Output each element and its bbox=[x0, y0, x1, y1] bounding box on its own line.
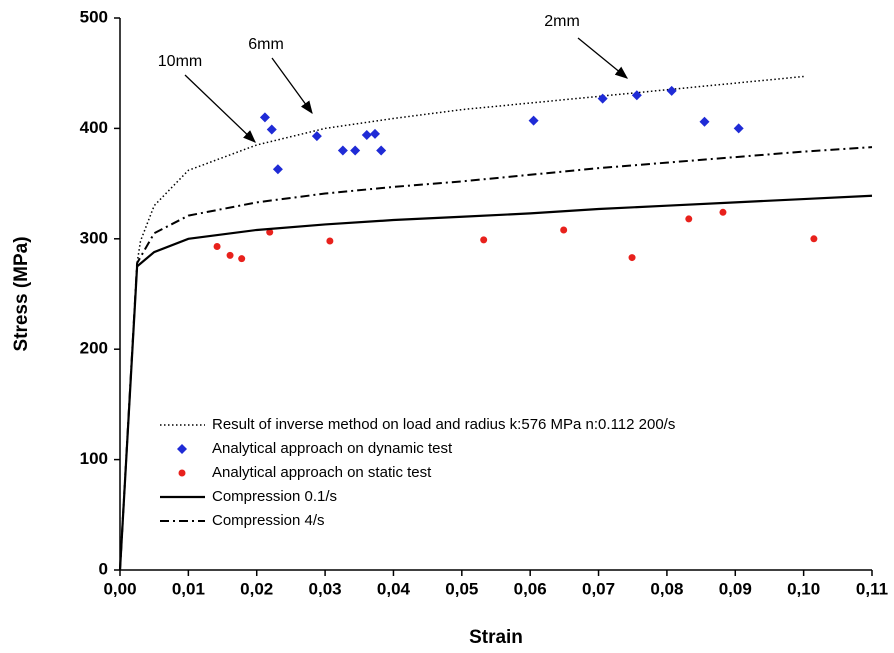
point bbox=[719, 208, 727, 216]
y-tick-label: 300 bbox=[80, 228, 108, 247]
y-tick-label: 200 bbox=[80, 339, 108, 358]
point bbox=[628, 254, 636, 262]
point bbox=[238, 255, 246, 263]
annotation: 6mm bbox=[248, 36, 284, 53]
line bbox=[119, 146, 873, 571]
legend-swatch bbox=[178, 469, 186, 477]
y-axis-title: Stress (MPa) bbox=[11, 236, 32, 351]
point bbox=[597, 93, 608, 104]
x-tick-label: 0,07 bbox=[582, 579, 615, 598]
x-tick-label: 0,08 bbox=[650, 579, 683, 598]
annotation: 10mm bbox=[158, 53, 202, 70]
point bbox=[350, 145, 361, 156]
legend-label: Analytical approach on static test bbox=[212, 464, 432, 481]
point bbox=[810, 235, 818, 243]
x-tick-label: 0,10 bbox=[787, 579, 820, 598]
annotation-arrow bbox=[577, 37, 629, 79]
legend-label: Analytical approach on dynamic test bbox=[212, 440, 453, 457]
x-tick-label: 0,00 bbox=[103, 579, 136, 598]
x-tick-label: 0,06 bbox=[514, 579, 547, 598]
point bbox=[631, 90, 642, 101]
legend-label: Compression 0.1/s bbox=[212, 488, 337, 505]
point bbox=[733, 123, 744, 134]
point bbox=[337, 145, 348, 156]
x-tick-label: 0,02 bbox=[240, 579, 273, 598]
point bbox=[369, 128, 380, 139]
legend-label: Compression 4/s bbox=[212, 512, 325, 529]
line bbox=[118, 194, 873, 571]
point bbox=[266, 228, 274, 236]
y-tick-label: 400 bbox=[80, 118, 108, 137]
point bbox=[528, 115, 539, 126]
point bbox=[685, 215, 693, 223]
x-axis-title: Strain bbox=[469, 627, 523, 648]
x-tick-label: 0,01 bbox=[172, 579, 205, 598]
legend-label: Result of inverse method on load and rad… bbox=[212, 416, 675, 433]
point bbox=[361, 130, 372, 141]
y-tick-label: 100 bbox=[80, 449, 108, 468]
line bbox=[119, 75, 804, 571]
point bbox=[326, 237, 334, 245]
point bbox=[226, 251, 234, 259]
y-tick-label: 500 bbox=[80, 7, 108, 26]
x-tick-label: 0,04 bbox=[377, 579, 411, 598]
annotation-arrow bbox=[271, 57, 313, 115]
point bbox=[699, 116, 710, 127]
annotation: 2mm bbox=[544, 13, 580, 30]
point bbox=[666, 85, 677, 96]
point bbox=[213, 243, 221, 251]
x-tick-label: 0,09 bbox=[719, 579, 752, 598]
legend-swatch bbox=[177, 444, 187, 454]
point bbox=[480, 236, 488, 244]
point bbox=[311, 131, 322, 142]
point bbox=[266, 124, 277, 135]
x-tick-label: 0,11 bbox=[856, 579, 888, 598]
x-tick-label: 0,05 bbox=[445, 579, 478, 598]
y-tick-label: 0 bbox=[99, 559, 108, 578]
point bbox=[272, 164, 283, 175]
point bbox=[376, 145, 387, 156]
point bbox=[560, 226, 568, 234]
annotation-arrow bbox=[184, 74, 256, 143]
x-tick-label: 0,03 bbox=[309, 579, 342, 598]
point bbox=[259, 112, 270, 123]
